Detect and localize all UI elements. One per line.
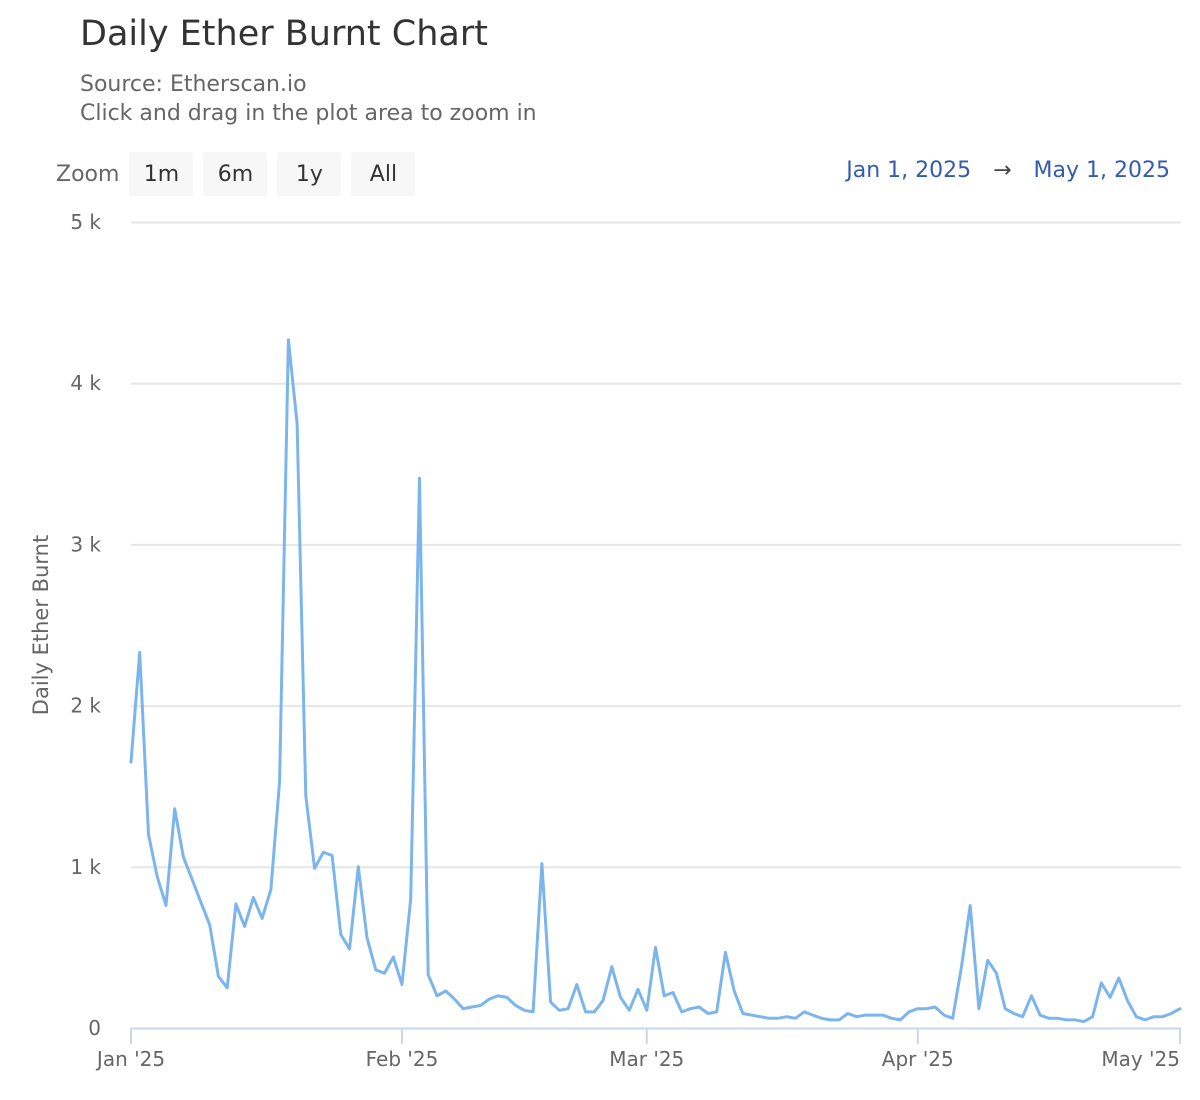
x-axis-ticks: Jan '25 Feb '25 Mar '25 Apr '25 May '25 [95,1028,1181,1071]
data-series-line[interactable] [129,338,1182,1024]
date-range: Jan 1, 2025 → May 1, 2025 [846,158,1170,183]
zoom-6m-button[interactable]: 6m [203,152,268,196]
x-tick-label: May '25 [1101,1047,1180,1071]
zoom-label: Zoom [56,161,120,187]
y-tick-label: 0 [88,1016,101,1040]
y-axis-title: Daily Ether Burnt [29,535,53,715]
x-tick-label: Mar '25 [609,1047,684,1071]
y-tick-label: 5 k [70,210,101,234]
y-tick-label: 3 k [70,532,101,556]
y-axis-ticks: 0 1 k 2 k 3 k 4 k 5 k [70,210,101,1040]
x-tick-label: Apr '25 [882,1047,954,1071]
zoom-hint-text: Click and drag in the plot area to zoom … [80,101,537,126]
zoom-1y-button[interactable]: 1y [277,152,342,196]
source-text: Source: Etherscan.io [80,72,307,97]
zoom-1m-button[interactable]: 1m [129,152,194,196]
range-from-input[interactable]: Jan 1, 2025 [846,158,972,183]
range-to-input[interactable]: May 1, 2025 [1033,158,1170,183]
arrow-right-icon: → [993,158,1012,183]
x-tick-label: Feb '25 [366,1047,439,1071]
x-tick-label: Jan '25 [95,1047,165,1071]
zoom-all-button[interactable]: All [351,152,416,196]
chart-title: Daily Ether Burnt Chart [80,14,488,54]
gridlines [131,221,1181,869]
y-tick-label: 4 k [70,371,101,395]
chart-subtitle: Source: Etherscan.io Click and drag in t… [80,70,537,128]
y-tick-label: 2 k [70,694,101,718]
y-tick-label: 1 k [70,855,101,879]
range-selector: Zoom 1m 6m 1y All [56,152,425,196]
